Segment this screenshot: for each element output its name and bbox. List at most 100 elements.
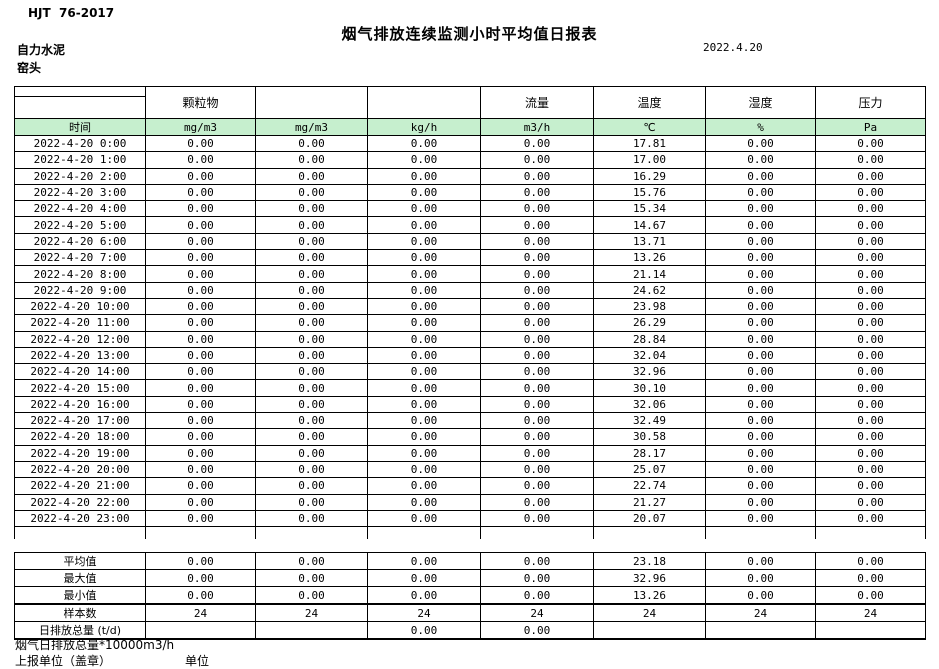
summary-value-cell: 0.00 [367,586,481,605]
value-cell: 0.00 [815,379,926,397]
value-cell: 0.00 [255,200,368,218]
value-cell: 0.00 [815,167,926,185]
empty-cell [367,526,481,540]
empty-cell [705,526,816,540]
value-cell: 0.00 [145,281,256,299]
summary-value-cell: 0.00 [480,569,594,587]
summary-value-cell: 23.18 [593,552,706,570]
value-cell: 0.00 [145,330,256,348]
table-row: 2022-4-20 13:00 0.00 0.00 0.00 0.00 32.04 0.00… [14,346,926,365]
time-cell: 2022-4-20 22:00 [14,493,146,511]
value-cell: 0.00 [145,200,256,218]
time-cell: 2022-4-20 4:00 [14,200,146,218]
value-cell: 0.00 [255,379,368,397]
value-cell: 16.29 [593,167,706,185]
table-row: 2022-4-20 10:00 0.00 0.00 0.00 0.00 23.98 0.00… [14,297,926,316]
value-cell: 0.00 [367,249,481,267]
col-header-empty-1 [255,86,368,119]
unit-cell: Pa [815,118,926,136]
value-cell: 15.76 [593,183,706,202]
summary-value-cell: 24 [255,603,368,622]
value-cell: 0.00 [705,444,816,462]
value-cell: 0.00 [255,249,368,267]
time-cell: 2022-4-20 8:00 [14,265,146,283]
value-cell: 0.00 [367,509,481,528]
value-cell: 0.00 [815,265,926,283]
summary-value-cell: 0.00 [367,552,481,570]
hourly-report-table: 颗粒物 流量 温度 湿度 压力 时间 mg/m3 mg/m3 kg/h m3/h… [14,86,926,540]
col-header-temperature: 温度 [593,86,706,119]
value-cell: 0.00 [367,330,481,348]
value-cell: 0.00 [255,281,368,299]
unit-cell: kg/h [367,118,481,136]
value-cell: 0.00 [367,395,481,414]
value-cell: 0.00 [145,363,256,381]
value-cell: 0.00 [705,412,816,430]
value-cell: 0.00 [367,493,481,511]
value-cell: 0.00 [705,151,816,169]
summary-value-cell: 0.00 [815,569,926,587]
value-cell: 0.00 [145,428,256,446]
value-cell: 0.00 [367,363,481,381]
table-row: 2022-4-20 1:00 0.00 0.00 0.00 0.00 17.00 0.00 0… [14,151,926,169]
time-cell: 2022-4-20 1:00 [14,151,146,169]
value-cell: 0.00 [145,509,256,528]
value-cell: 32.96 [593,363,706,381]
summary-value-cell [705,621,816,640]
value-cell: 0.00 [367,379,481,397]
value-cell: 20.07 [593,509,706,528]
daily-total-note: 烟气日排放总量*10000m3/h [15,638,175,652]
summary-row: 最小值 0.00 0.00 0.00 0.00 13.26 0.00 0.00 [14,586,926,605]
summary-value-cell [255,621,368,640]
value-cell: 0.00 [367,281,481,299]
value-cell: 0.00 [145,183,256,202]
value-cell: 0.00 [255,183,368,202]
time-cell: 2022-4-20 16:00 [14,395,146,414]
summary-value-cell: 0.00 [480,552,594,570]
value-cell: 0.00 [815,249,926,267]
table-row: 2022-4-20 21:00 0.00 0.00 0.00 0.00 22.74 0.00… [14,477,926,495]
value-cell: 0.00 [815,363,926,381]
summary-value-cell: 0.00 [705,552,816,570]
value-cell: 0.00 [255,216,368,234]
col-header-humidity: 湿度 [705,86,816,119]
value-cell: 0.00 [145,314,256,332]
value-cell: 0.00 [705,330,816,348]
value-cell: 0.00 [705,314,816,332]
value-cell: 0.00 [255,167,368,185]
time-cell: 2022-4-20 11:00 [14,314,146,332]
page-title: 烟气排放连续监测小时平均值日报表 [341,25,598,43]
value-cell: 13.71 [593,232,706,251]
header-corner-top [14,86,146,97]
table-row: 2022-4-20 18:00 0.00 0.00 0.00 0.00 30.58 0.00… [14,428,926,446]
time-cell: 2022-4-20 5:00 [14,216,146,234]
unit-cell: m3/h [480,118,594,136]
value-cell: 0.00 [705,346,816,365]
value-cell: 0.00 [480,493,594,511]
value-cell: 0.00 [705,281,816,299]
value-cell: 0.00 [255,395,368,414]
time-header: 时间 [14,118,146,136]
time-cell: 2022-4-20 12:00 [14,330,146,348]
value-cell: 0.00 [145,460,256,479]
header-row-top: 颗粒物 流量 温度 湿度 压力 [14,86,926,119]
value-cell: 0.00 [255,134,368,153]
empty-cell [480,526,594,540]
table-row: 2022-4-20 23:00 0.00 0.00 0.00 0.00 20.07 0.00… [14,509,926,528]
value-cell: 0.00 [815,314,926,332]
unit-cell: mg/m3 [145,118,256,136]
time-cell: 2022-4-20 19:00 [14,444,146,462]
value-cell: 0.00 [367,297,481,316]
time-cell: 2022-4-20 0:00 [14,134,146,153]
value-cell: 0.00 [705,428,816,446]
summary-value-cell: 0.00 [255,586,368,605]
value-cell: 0.00 [255,460,368,479]
table-row: 2022-4-20 8:00 0.00 0.00 0.00 0.00 21.14 0.00 0… [14,265,926,283]
summary-value-cell: 0.00 [145,586,256,605]
value-cell: 24.62 [593,281,706,299]
value-cell: 0.00 [815,477,926,495]
value-cell: 0.00 [815,395,926,414]
value-cell: 0.00 [367,183,481,202]
value-cell: 0.00 [367,134,481,153]
value-cell: 28.84 [593,330,706,348]
